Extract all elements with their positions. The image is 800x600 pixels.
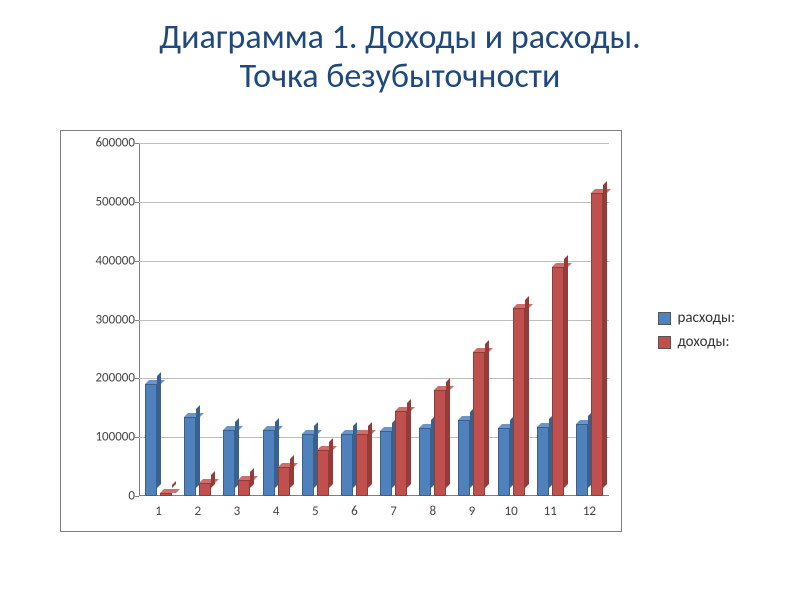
axis-area — [139, 143, 609, 496]
x-tick-label: 12 — [583, 504, 596, 519]
x-tick-label: 1 — [155, 504, 162, 519]
y-tick-label: 600000 — [75, 136, 135, 151]
chart-container: расходы: доходы: 0 100000 200000 300000 40000… — [50, 125, 740, 535]
bar — [160, 489, 172, 496]
gridline — [139, 261, 609, 262]
bar — [591, 189, 603, 496]
bar — [238, 476, 250, 496]
bar — [341, 430, 353, 496]
bar — [552, 263, 564, 496]
y-tick-label: 500000 — [75, 194, 135, 209]
bar — [302, 430, 314, 496]
bar — [434, 386, 446, 496]
x-tick-label: 3 — [234, 504, 241, 519]
gridline — [139, 143, 609, 144]
legend-item-1: доходы: — [658, 333, 735, 351]
y-tick — [135, 320, 139, 321]
legend-label: доходы: — [677, 333, 729, 351]
bar — [145, 380, 157, 496]
y-tick — [135, 143, 139, 144]
title-line-2: Точка безубыточности — [240, 56, 561, 97]
plot-area: 0100000200000300000400000500000600000 12… — [60, 130, 622, 532]
legend-swatch — [658, 312, 671, 325]
legend: расходы: доходы: — [658, 303, 735, 357]
bar — [576, 420, 588, 496]
gridline — [139, 320, 609, 321]
x-tick-label: 5 — [312, 504, 319, 519]
y-tick — [135, 496, 139, 497]
legend-item-0: расходы: — [658, 309, 735, 327]
bar — [513, 304, 525, 496]
bar — [356, 430, 368, 496]
gridline — [139, 202, 609, 203]
bar — [498, 424, 510, 496]
y-tick — [135, 437, 139, 438]
bar — [395, 407, 407, 496]
bar — [184, 413, 196, 496]
bar — [223, 426, 235, 496]
bar — [317, 446, 329, 496]
x-tick-label: 10 — [504, 504, 517, 519]
legend-swatch — [658, 336, 671, 349]
bar — [263, 426, 275, 496]
y-tick — [135, 261, 139, 262]
bar — [458, 416, 470, 496]
legend-label: расходы: — [677, 309, 735, 327]
bar — [419, 424, 431, 496]
x-tick-label: 7 — [390, 504, 397, 519]
bar — [473, 348, 485, 496]
bar — [199, 479, 211, 496]
y-tick-label: 200000 — [75, 371, 135, 386]
y-tick-label: 0 — [75, 489, 135, 504]
bar — [537, 423, 549, 496]
bar — [278, 463, 290, 496]
y-tick — [135, 378, 139, 379]
y-tick-label: 100000 — [75, 430, 135, 445]
y-tick-label: 300000 — [75, 312, 135, 327]
x-tick-label: 4 — [273, 504, 280, 519]
x-tick-label: 2 — [194, 504, 201, 519]
slide-title: Диаграмма 1. Доходы и расходы. Точка без… — [0, 0, 800, 96]
x-tick-label: 9 — [469, 504, 476, 519]
x-tick-label: 11 — [544, 504, 557, 519]
x-tick-label: 6 — [351, 504, 358, 519]
y-tick-label: 400000 — [75, 253, 135, 268]
x-tick-label: 8 — [429, 504, 436, 519]
y-tick — [135, 202, 139, 203]
gridline — [139, 378, 609, 379]
bar — [380, 427, 392, 496]
title-line-1: Диаграмма 1. Доходы и расходы. — [159, 17, 641, 58]
